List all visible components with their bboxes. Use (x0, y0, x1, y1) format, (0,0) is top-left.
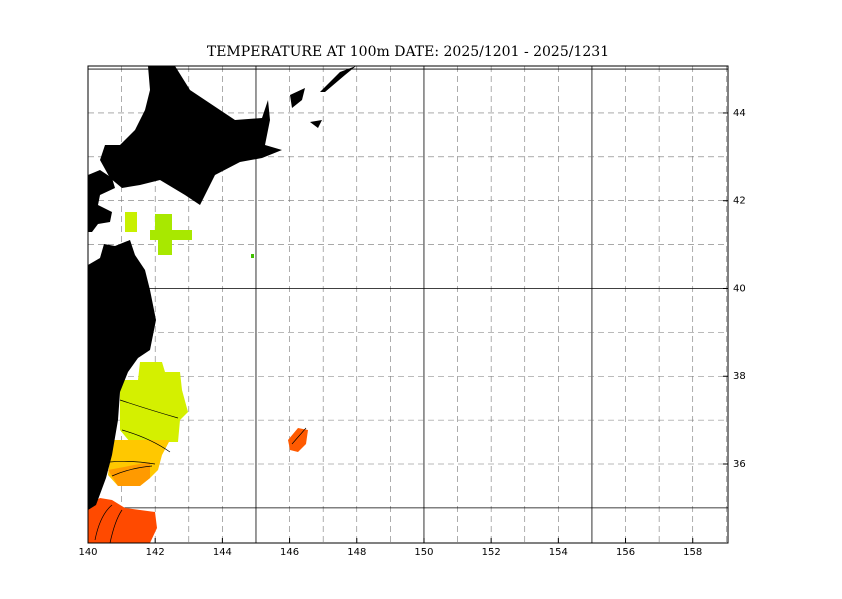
plot-area (87, 65, 729, 544)
x-tick-label: 148 (347, 547, 366, 558)
land (88, 66, 356, 510)
x-tick-label: 142 (146, 547, 165, 558)
y-tick-label: 40 (733, 283, 746, 294)
map-title: TEMPERATURE AT 100m DATE: 2025/1201 - 20… (207, 44, 609, 60)
temperature-field (88, 212, 308, 544)
temperature-patch (251, 254, 254, 258)
x-tick-label: 158 (683, 547, 702, 558)
honshu (88, 240, 156, 510)
hokkaido (100, 66, 282, 205)
temperature-patch (288, 428, 308, 452)
oshima-peninsula (88, 170, 115, 232)
x-tick-label: 154 (549, 547, 568, 558)
x-tick-label: 146 (280, 547, 299, 558)
y-tick-label: 44 (733, 108, 746, 119)
grid (87, 66, 728, 543)
y-tick-label: 36 (733, 459, 746, 470)
y-tick-label: 38 (733, 371, 746, 382)
x-tick-label: 140 (78, 547, 97, 558)
y-tick-label: 42 (733, 196, 746, 207)
contour-line (94, 399, 307, 544)
x-tick-label: 144 (213, 547, 232, 558)
x-tick-label: 156 (616, 547, 635, 558)
temperature-patch (120, 362, 188, 442)
temperature-patch (150, 214, 192, 255)
plot-frame (87, 65, 729, 544)
temperature-patch (125, 212, 137, 232)
temperature-patch (88, 498, 157, 543)
x-tick-label: 150 (414, 547, 433, 558)
x-tick-label: 152 (482, 547, 501, 558)
